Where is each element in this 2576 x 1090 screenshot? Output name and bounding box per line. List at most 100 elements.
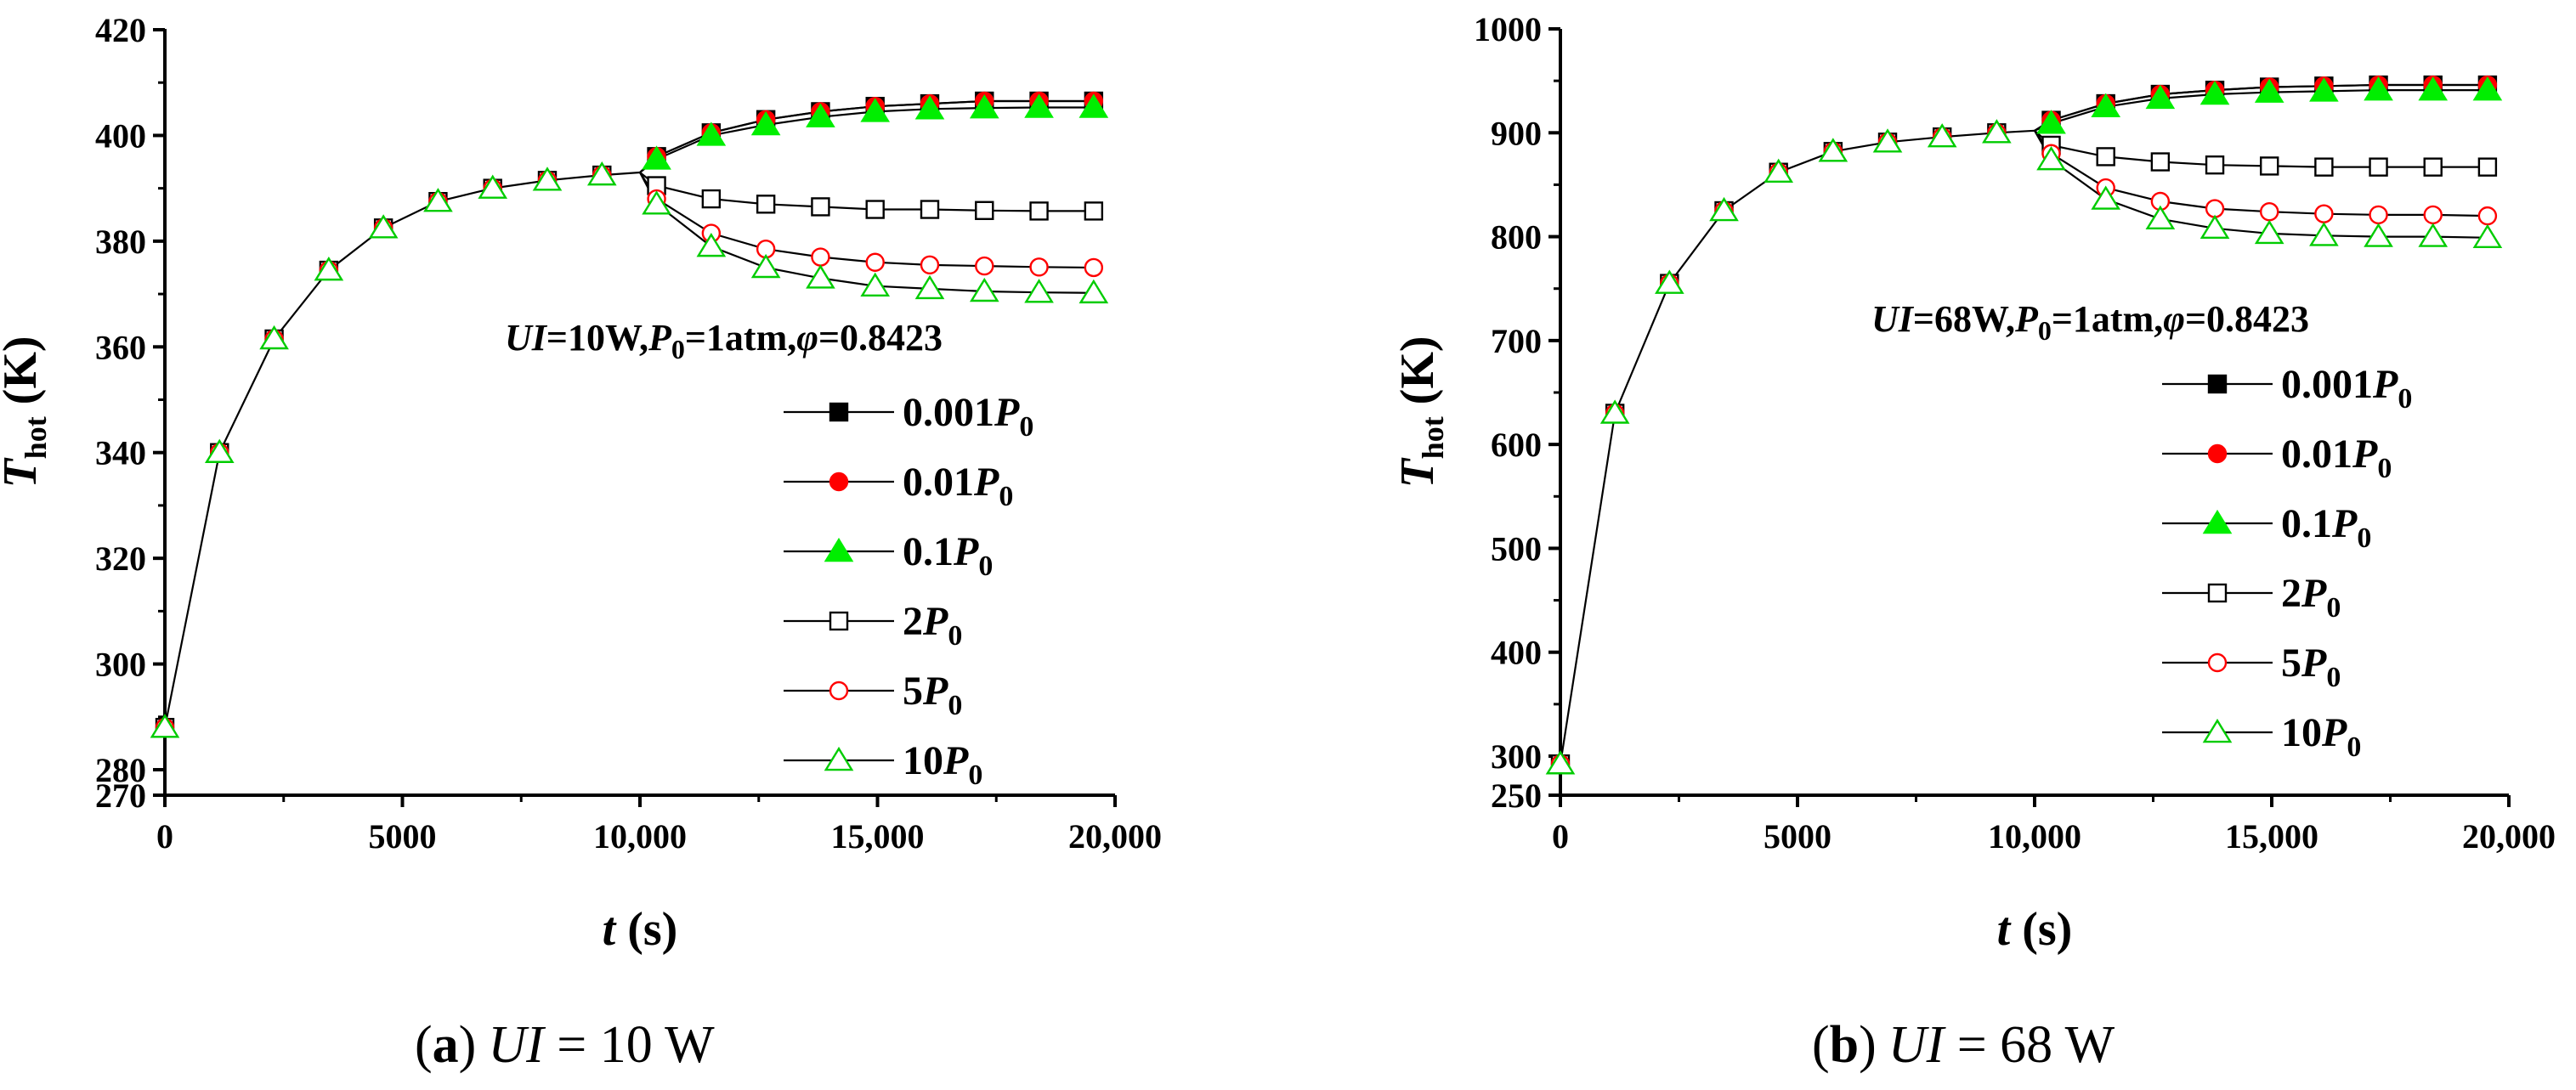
data-point-10P0 [914, 274, 945, 300]
data-point-0.1P0 [2254, 78, 2284, 103]
data-point-0.1P0 [750, 110, 781, 136]
legend-label: 2P0 [903, 599, 962, 652]
legend-marker [829, 472, 849, 492]
data-point-shared [532, 167, 563, 191]
legend-marker [2207, 443, 2228, 464]
legend-label: 0.1P0 [2281, 501, 2371, 554]
data-point-2P0 [975, 200, 994, 220]
data-point-10P0 [2309, 222, 2339, 246]
y-tick-label: 600 [1491, 426, 1542, 464]
legend-label: 0.001P0 [2281, 362, 2412, 415]
legend-marker [2202, 718, 2233, 743]
series-line-0.01P0 [639, 99, 1094, 173]
data-point-2P0 [2205, 155, 2225, 175]
x-tick-label: 5000 [1764, 817, 1832, 856]
x-tick-label: 20,000 [2462, 817, 2556, 856]
series-line-5P0 [639, 172, 1094, 269]
data-point-2P0 [2423, 157, 2443, 177]
y-axis-label: Thot (K) [1391, 336, 1450, 488]
data-point-5P0 [811, 247, 830, 267]
data-point-0.1P0 [2418, 76, 2449, 101]
legend-label: 5P0 [2281, 641, 2341, 693]
x-tick-label: 15,000 [2225, 817, 2318, 856]
data-point-0.1P0 [2364, 76, 2393, 101]
data-point-5P0 [2477, 206, 2498, 226]
data-point-10P0 [642, 190, 671, 215]
data-point-0.1P0 [642, 145, 671, 170]
data-point-2P0 [2369, 157, 2388, 177]
data-point-0.1P0 [2036, 110, 2066, 134]
series-line-2P0 [2034, 129, 2488, 168]
data-point-0.1P0 [1079, 93, 1109, 118]
condition-annotation: UI=68W,P0=1atm,φ=0.8423 [1871, 298, 2309, 346]
data-point-5P0 [2260, 202, 2279, 222]
x-tick-label: 0 [1552, 817, 1569, 856]
x-axis-label: t (s) [603, 903, 678, 956]
series-line-0.1P0 [2034, 89, 2488, 132]
data-point-0.1P0 [969, 93, 999, 119]
x-tick-label: 10,000 [593, 817, 687, 856]
y-tick-label: 280 [95, 751, 146, 789]
data-point-10P0 [2364, 223, 2393, 247]
legend-marker [829, 611, 849, 631]
y-tick-label: 900 [1491, 114, 1542, 152]
data-point-5P0 [865, 252, 885, 272]
data-point-shared [1927, 123, 1957, 148]
x-tick-label: 20,000 [1068, 817, 1162, 856]
legend-marker [824, 746, 854, 771]
x-tick-label: 15,000 [831, 817, 925, 856]
series-line-10P0 [2034, 130, 2488, 239]
data-point-2P0 [811, 197, 830, 217]
data-point-5P0 [2205, 199, 2225, 218]
legend-label: 0.001P0 [903, 390, 1033, 443]
data-point-shared [1709, 196, 1739, 222]
y-tick-label: 300 [95, 646, 146, 684]
data-point-10P0 [806, 264, 835, 289]
data-point-10P0 [860, 272, 891, 297]
caption-a: (a) UI = 10 W [415, 1016, 715, 1074]
data-point-10P0 [2145, 205, 2176, 230]
series-line-10P0 [639, 172, 1094, 294]
y-tick-label: 360 [95, 328, 146, 366]
data-point-10P0 [1079, 279, 1109, 304]
data-point-2P0 [865, 200, 885, 219]
y-tick-label: 300 [1491, 737, 1542, 776]
data-point-5P0 [2423, 205, 2443, 225]
data-point-2P0 [2477, 157, 2498, 177]
legend-label: 2P0 [2281, 571, 2341, 624]
data-point-shared [478, 174, 508, 199]
data-point-2P0 [2314, 157, 2334, 177]
x-tick-label: 0 [156, 817, 173, 856]
data-point-shared [1764, 158, 1793, 183]
y-tick-label: 320 [95, 539, 146, 578]
legend-label: 10P0 [903, 738, 982, 791]
data-point-10P0 [750, 253, 781, 279]
data-point-10P0 [2200, 214, 2230, 240]
data-point-0.1P0 [1024, 93, 1054, 118]
data-point-5P0 [975, 256, 994, 276]
data-point-5P0 [2369, 205, 2388, 225]
data-point-0.1P0 [2472, 76, 2503, 101]
data-point-2P0 [920, 200, 940, 219]
y-tick-label: 250 [1491, 777, 1542, 815]
data-point-shared [1545, 750, 1576, 775]
data-point-2P0 [701, 189, 722, 209]
data-point-2P0 [2150, 152, 2171, 172]
data-point-10P0 [2091, 185, 2121, 210]
data-point-shared [1818, 138, 1848, 162]
series-line-0.01P0 [2034, 83, 2488, 132]
legend-label: 10P0 [2281, 710, 2361, 763]
data-point-0.1P0 [860, 98, 891, 122]
y-tick-label: 800 [1491, 218, 1542, 257]
legend-marker [2207, 583, 2228, 603]
data-point-0.1P0 [2200, 80, 2230, 105]
legend-marker [2202, 509, 2233, 534]
condition-annotation: UI=10W,P0=1atm,φ=0.8423 [505, 317, 943, 364]
data-point-0.1P0 [2309, 77, 2339, 102]
shared-curve [163, 171, 641, 728]
data-point-2P0 [2260, 156, 2279, 176]
data-point-10P0 [2418, 223, 2449, 247]
data-point-0.1P0 [806, 103, 835, 127]
